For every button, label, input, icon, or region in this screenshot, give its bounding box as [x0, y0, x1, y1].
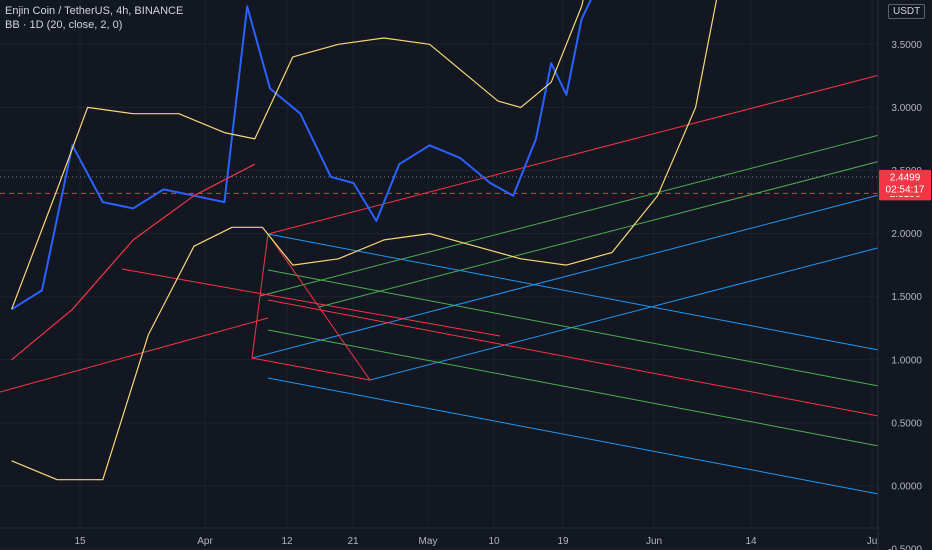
- pitchfork-inner-line: [259, 134, 879, 297]
- trend-line: [0, 317, 269, 393]
- currency-badge[interactable]: USDT: [888, 4, 926, 19]
- pitchfork-drawing: [0, 74, 879, 495]
- price-tick-label: 2.0000: [891, 229, 922, 240]
- indicator-legend[interactable]: BB · 1D (20, close, 2, 0): [5, 19, 123, 31]
- time-tick-label: 10: [488, 536, 500, 547]
- time-tick-label: May: [419, 536, 438, 547]
- descending-channel-line: [267, 329, 879, 447]
- last-price-label: 2.4499: [890, 172, 921, 183]
- time-tick-label: 14: [745, 536, 757, 547]
- price-tick-label: -0.5000: [888, 545, 922, 550]
- time-tick-label: 15: [74, 536, 86, 547]
- pitchfork-upper-line: [251, 194, 879, 359]
- price-tick-label: 3.5000: [891, 40, 922, 51]
- price-tick-label: 1.0000: [891, 355, 922, 366]
- price-tick-label: 0.5000: [891, 418, 922, 429]
- last-price-tag: [879, 169, 931, 196]
- chart-grid: [0, 0, 878, 550]
- price-line: [11, 0, 592, 311]
- pitchfork-lower-line: [369, 247, 879, 381]
- price-tick-label: 0.0000: [891, 482, 922, 493]
- trend-line: [121, 268, 501, 337]
- descending-channel-line: [267, 269, 879, 387]
- descending-channel-line: [267, 233, 879, 351]
- time-tick-label: Ju: [867, 536, 878, 547]
- price-tick-label: 1.5000: [891, 292, 922, 303]
- time-tick-label: Jun: [646, 536, 662, 547]
- time-tick-label: Apr: [197, 536, 213, 547]
- pitchfork-inner-line: [318, 161, 879, 308]
- pitchfork-pivots: [251, 233, 372, 381]
- time-tick-label: 19: [557, 536, 569, 547]
- time-tick-label: 12: [281, 536, 293, 547]
- bb_lower-line: [11, 0, 718, 481]
- horizontal-levels: [0, 176, 878, 194]
- time-tick-label: 21: [347, 536, 359, 547]
- time-axis: 15 Apr 12 21 May 10 19 Jun 14 Ju: [74, 536, 877, 547]
- chart-header: Enjin Coin / TetherUS, 4h, BINANCE BB · …: [5, 4, 183, 32]
- descending-channel-line: [267, 377, 879, 495]
- bb_basis-line: [11, 163, 256, 361]
- descending-channel-line: [267, 299, 879, 417]
- pitchfork-median-line: [267, 74, 879, 235]
- countdown-label: 02:54:17: [886, 184, 925, 195]
- price-tick-label: 3.0000: [891, 103, 922, 114]
- price-series: [11, 0, 718, 481]
- bb_upper-line: [11, 0, 584, 310]
- symbol-title: Enjin Coin / TetherUS, 4h, BINANCE: [5, 5, 184, 17]
